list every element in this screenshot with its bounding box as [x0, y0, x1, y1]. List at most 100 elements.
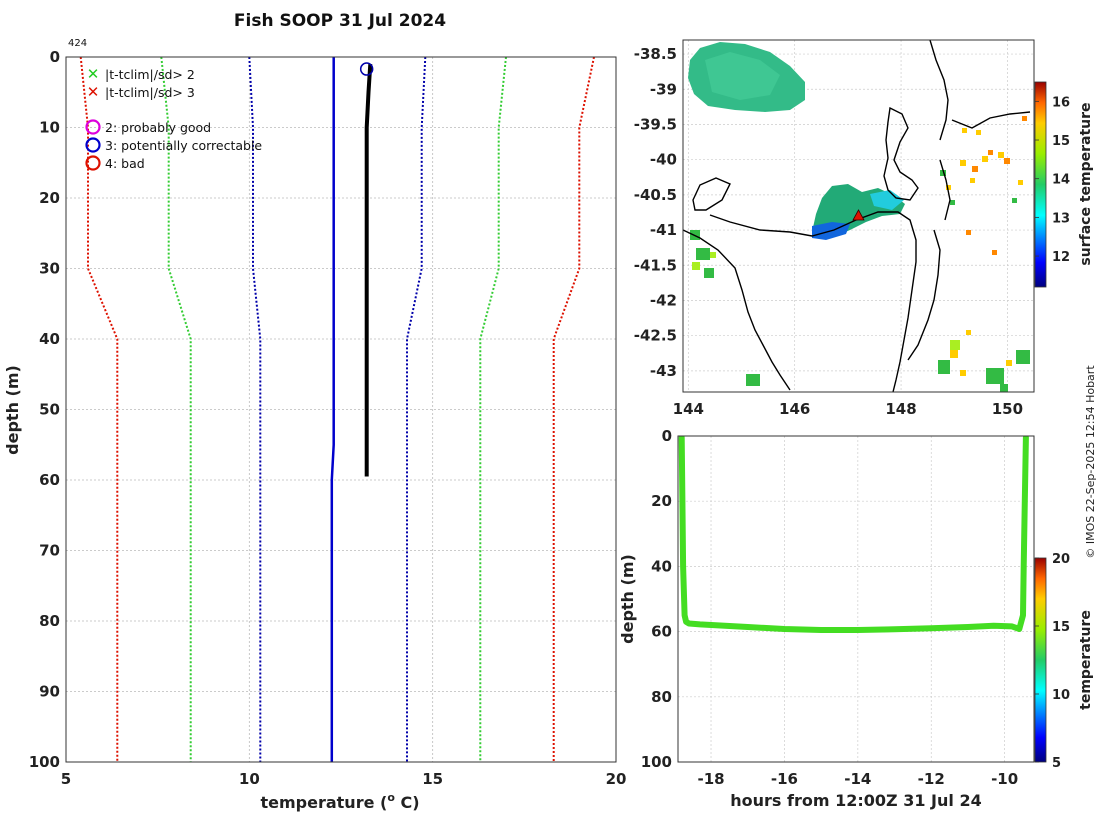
legend-sd3-label: |t-tclim|/sd> 3: [105, 85, 195, 100]
timeseries-colorbar-tick-label: 20: [1052, 552, 1070, 567]
map-xtick-label: 148: [885, 400, 916, 418]
timeseries-colorbar: [1034, 557, 1047, 763]
timeseries-ytick-label: 20: [651, 492, 672, 510]
flag4-circle-icon: [85, 155, 101, 171]
legend-sd2-label: |t-tclim|/sd> 2: [105, 67, 195, 82]
figure-title: Fish SOOP 31 Jul 2024: [234, 11, 446, 31]
timeseries-ytick-label: 80: [651, 688, 672, 706]
legend-flag2-label: 2: probably good: [105, 120, 211, 135]
legend-flag3-label: 3: potentially correctable: [105, 138, 262, 153]
profile-xlabel: temperature (o C): [260, 791, 419, 812]
profile-ytick-label: 0: [50, 48, 60, 66]
profile-ylabel: depth (m): [3, 365, 22, 455]
profile-ytick-label: 50: [39, 401, 60, 419]
sst-hot-pixels: [966, 116, 1027, 255]
timeseries-axes-box: [677, 435, 1035, 763]
profile-grid: [65, 56, 617, 763]
tasmania-east-coast: [907, 229, 941, 361]
map-axes-box: [682, 39, 1035, 393]
profile-series-line: [330, 57, 335, 762]
timeseries-grid: [678, 435, 1034, 763]
sd2-cross-icon: ✕: [87, 65, 100, 83]
map-xtick-label: 146: [779, 400, 810, 418]
map-ytick-label: -42: [650, 291, 677, 309]
map-ytick-label: -40: [650, 151, 677, 169]
flinders-island: [883, 106, 919, 201]
timeseries-xtick-label: -14: [844, 770, 871, 788]
timeseries-ytick-label: 0: [662, 427, 672, 445]
map-ytick-label: -43: [650, 362, 677, 380]
map-ytick-label: -38.5: [634, 45, 677, 63]
profile-ytick-label: 90: [39, 683, 60, 701]
timeseries-colorbar-tick-label: 15: [1052, 620, 1070, 635]
profile-ytick-label: 30: [39, 260, 60, 278]
profile-xtick-label: 5: [61, 770, 71, 788]
timeseries-ytick-label: 40: [651, 557, 672, 575]
profile-xlabel-main: temperature (: [260, 793, 387, 812]
map-ticks: 144 146 148 150 -38.5 -39 -39.5 -40 -40.5 -41 -41.…: [634, 45, 1023, 418]
sd3-cross-icon: ✕: [87, 83, 100, 101]
sst-patch-bass-west-core: [705, 52, 780, 100]
map-ytick-label: -39.5: [634, 115, 677, 133]
profile-ytick-label: 10: [39, 119, 60, 137]
sst-lime-pixels: [692, 252, 960, 350]
map-xtick-label: 150: [992, 400, 1023, 418]
profile-flag-marker: [359, 62, 374, 76]
copyright-credit: © IMOS 22-Sep-2025 12:54 Hobart: [1084, 365, 1097, 559]
map-ytick-label: -41: [650, 221, 677, 239]
profile-ytick-label: 80: [39, 612, 60, 630]
legend-flag4-label: 4: bad: [105, 156, 145, 171]
sst-warm-pixels: [946, 128, 1023, 376]
profile-xlabel-end: C): [395, 793, 420, 812]
map-colorbar-tick-label: 16: [1052, 95, 1070, 110]
profile-series-line: [479, 56, 507, 762]
map-colorbar-tick-label: 14: [1052, 173, 1070, 188]
station-marker-icon: [852, 209, 865, 221]
profile-ytick-label: 100: [29, 753, 60, 771]
timeseries-colorbar-tick-label: 5: [1052, 756, 1061, 771]
timeseries-ylabel: depth (m): [618, 554, 637, 644]
profile-ytick-label: 40: [39, 330, 60, 348]
sst-patch-cyan: [870, 190, 904, 210]
map-colorbar-tick-label: 12: [1052, 250, 1070, 265]
map-ytick-label: -41.5: [634, 256, 677, 274]
map-panel: 144 146 148 150 -38.5 -39 -39.5 -40 -40.5 -41 -41.…: [634, 39, 1094, 418]
timeseries-colorbar-ticks: 5 10 15 20: [1035, 552, 1070, 771]
king-island: [692, 177, 731, 211]
map-xtick-label: 144: [673, 400, 704, 418]
profile-ytick-label: 60: [39, 471, 60, 489]
flag3-circle-icon: [85, 137, 101, 153]
profile-xtick-label: 10: [239, 770, 260, 788]
timeseries-ytick-label: 100: [641, 753, 672, 771]
map-colorbar-ticks: 12 13 14 15 16: [1035, 95, 1070, 265]
sst-patches: [688, 42, 1030, 392]
map-coastlines: [683, 40, 1031, 392]
profile-ytick-label: 70: [39, 542, 60, 560]
profile-series-line: [552, 56, 595, 762]
tasmania-west-coast: [683, 229, 791, 391]
east-coast-fragment: [939, 159, 951, 221]
timeseries-colorbar-tick-label: 10: [1052, 688, 1070, 703]
map-ytick-label: -39: [650, 80, 677, 98]
timeseries-ticks: -18 -16 -14 -12 -10 0 20 40 60 80 100: [641, 427, 1019, 788]
profile-xtick-label: 15: [422, 770, 443, 788]
profile-xtick-label: 20: [606, 770, 627, 788]
timeseries-xtick-label: -12: [918, 770, 945, 788]
timeseries-xtick-label: -18: [697, 770, 724, 788]
profile-series-line: [406, 56, 427, 762]
profile-id: 424: [68, 38, 87, 49]
victoria-coast: [929, 40, 949, 141]
map-colorbar: [1034, 81, 1047, 288]
profile-series-group: [79, 56, 595, 762]
timeseries-colorbar-label: temperature: [1078, 610, 1094, 710]
profile-series-line: [79, 56, 119, 762]
flag2-circle-icon: [85, 119, 101, 135]
map-grid: [683, 40, 1034, 392]
profile-axes-box: [65, 56, 617, 763]
timeseries-xlabel: hours from 12:00Z 31 Jul 24: [730, 791, 981, 810]
map-ytick-label: -42.5: [634, 327, 677, 345]
timeseries-ytick-label: 60: [651, 623, 672, 641]
